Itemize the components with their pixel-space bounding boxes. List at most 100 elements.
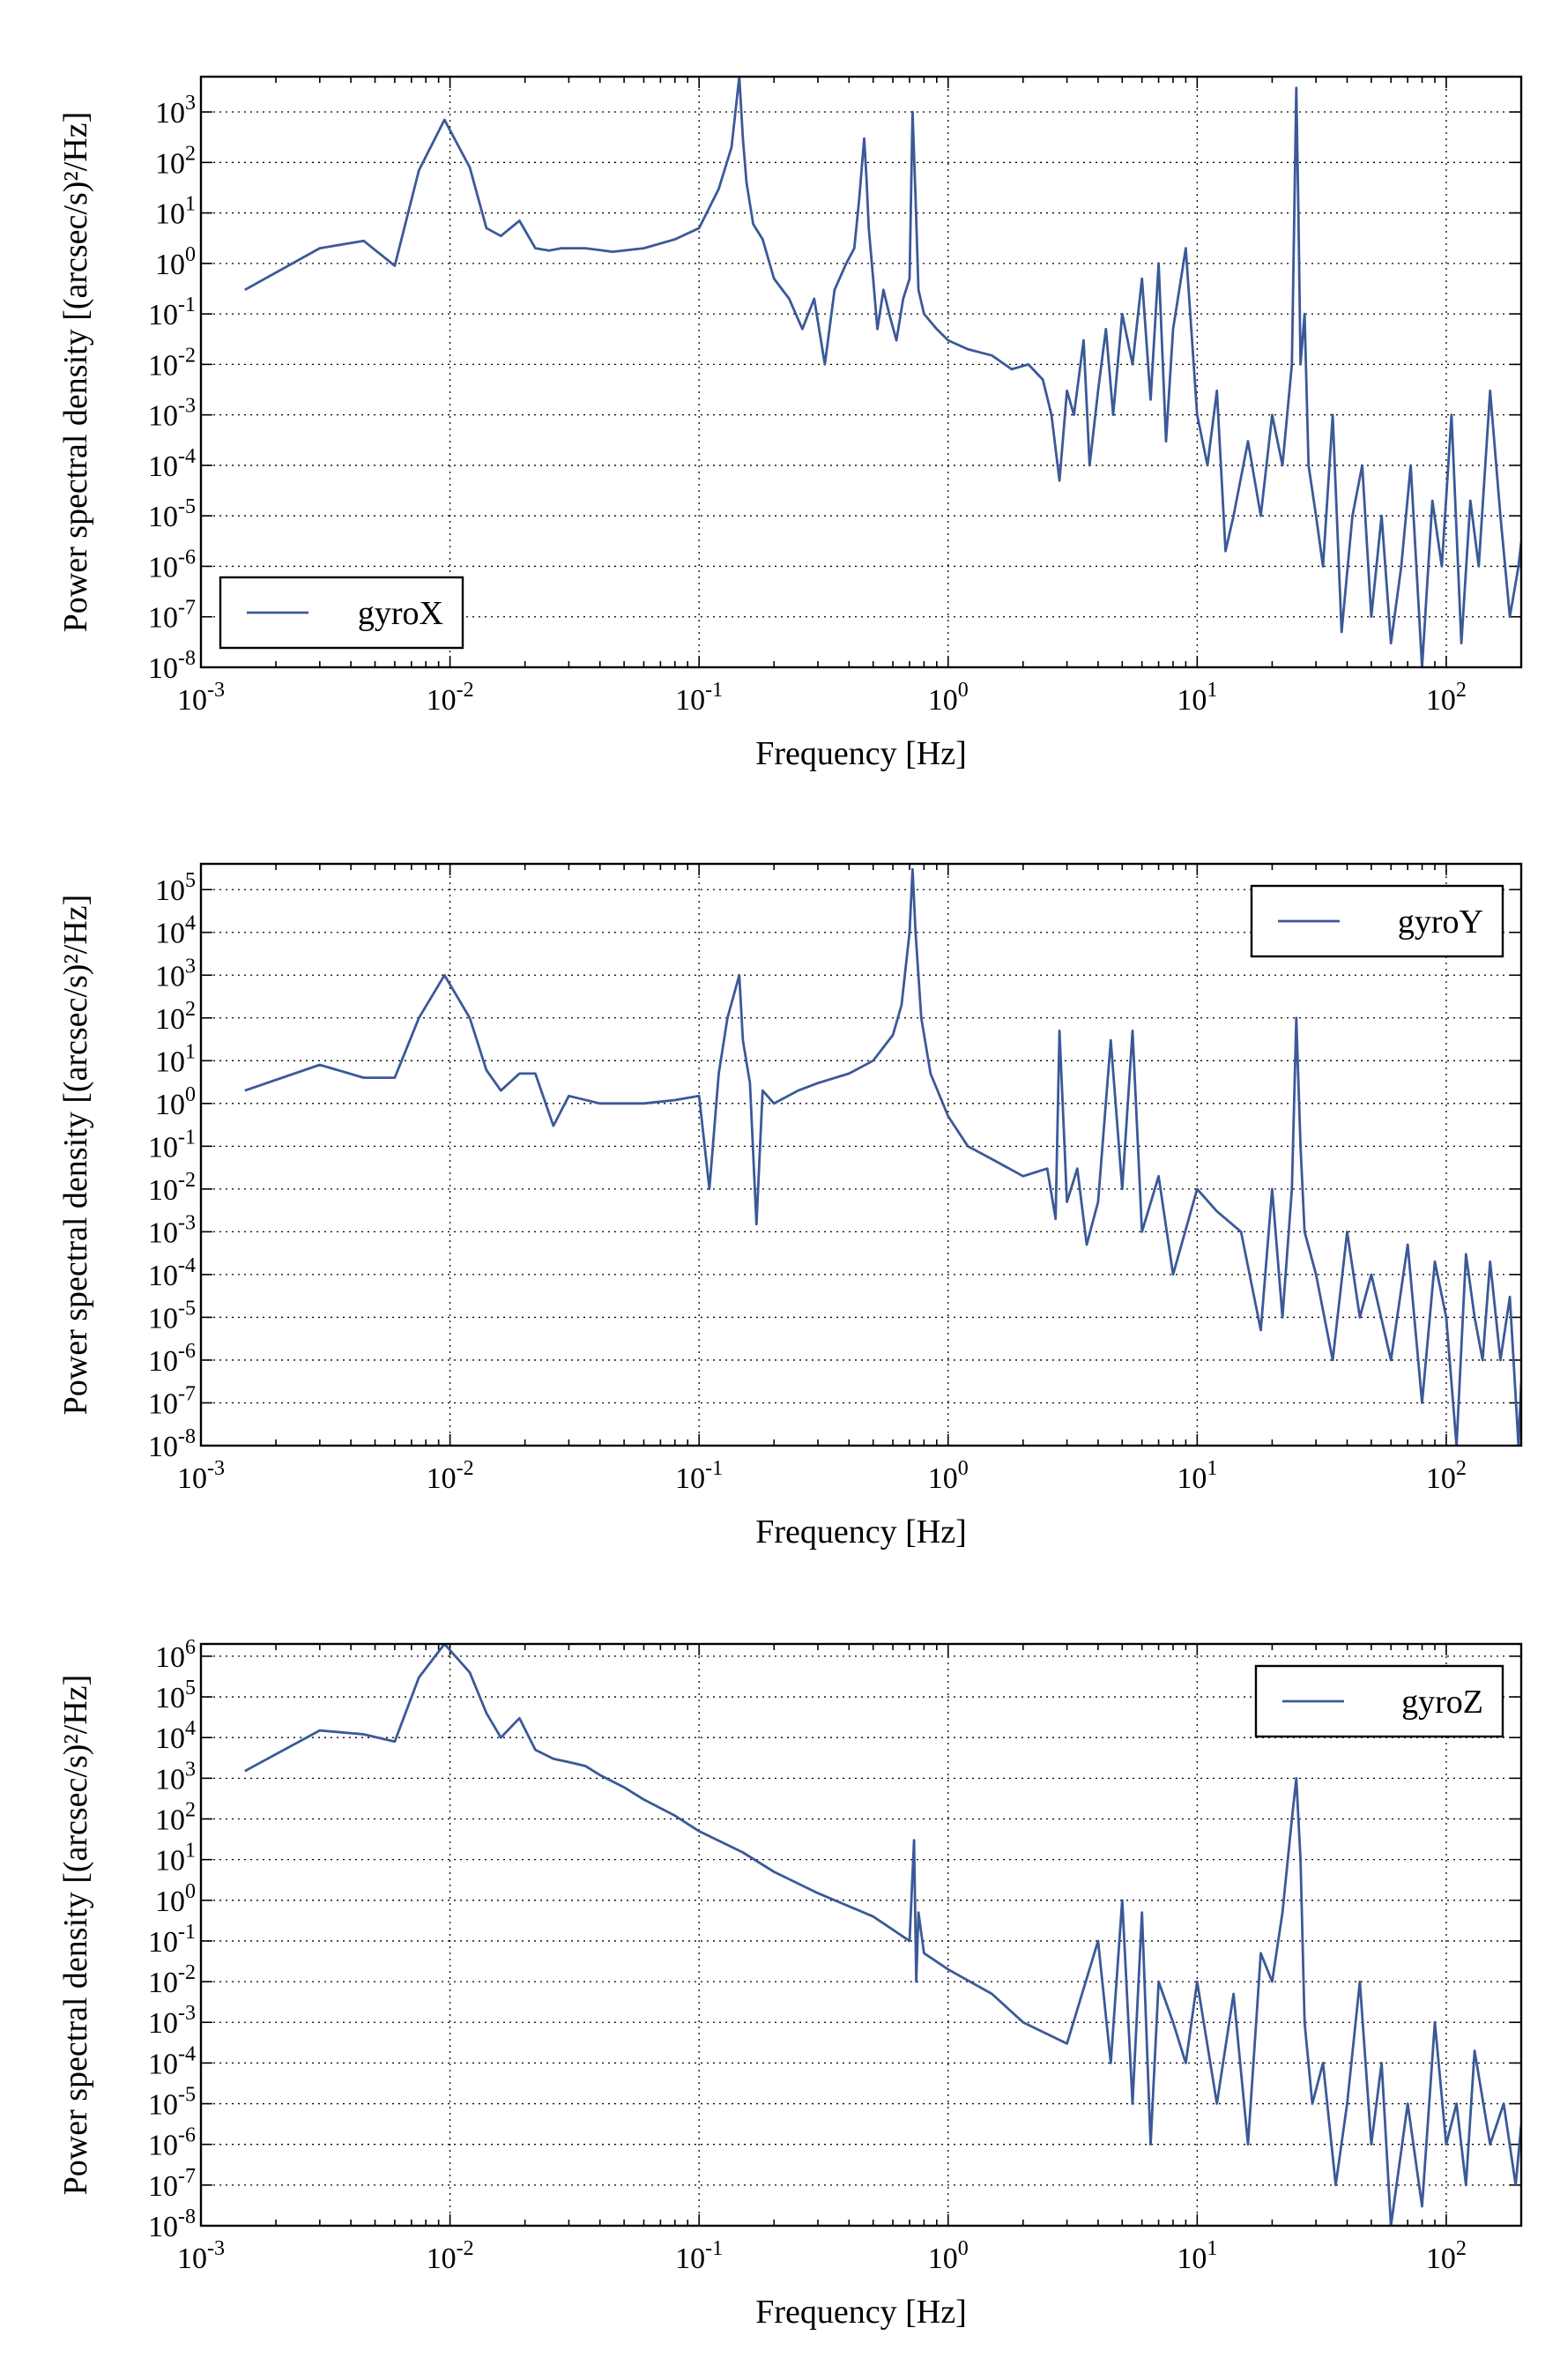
y-tick-label-base: 10: [155, 1641, 185, 1674]
y-tick-label: 10-8: [148, 647, 196, 685]
y-tick-label: 10-6: [148, 2124, 196, 2162]
y-tick-label-base: 10: [155, 1089, 185, 1121]
series-line-gyroz: [244, 1644, 1521, 2226]
y-tick-label-exponent: 0: [185, 243, 196, 266]
x-tick-label: 10-1: [675, 1457, 723, 1495]
y-tick-label-exponent: -8: [178, 1425, 196, 1448]
y-tick-label: 10-4: [148, 1254, 196, 1292]
y-tick-label-base: 10: [148, 1967, 178, 1999]
x-tick-label-base: 10: [1426, 684, 1456, 717]
x-tick-label-exponent: 0: [958, 679, 969, 702]
y-tick-label-base: 10: [155, 198, 185, 231]
y-tick-label: 10-7: [148, 2165, 196, 2203]
legend-label: gyroY: [1398, 904, 1483, 941]
axes-frame: [199, 1642, 1523, 2228]
x-tick-label-exponent: -2: [457, 1457, 474, 1480]
x-tick-label-exponent: 0: [958, 1457, 969, 1480]
y-tick-label-exponent: -3: [178, 2002, 196, 2025]
chart-panel-2: 10-3 10-2 10-1 100 101 10210-810-710-610-510-…: [57, 862, 1523, 1551]
y-tick-label: 10-8: [148, 1425, 196, 1463]
x-axis-label: Frequency [Hz]: [755, 735, 967, 772]
y-tick-label: 10-3: [148, 2002, 196, 2040]
y-tick-label: 10-5: [148, 2084, 196, 2122]
y-tick-label-exponent: -7: [178, 2165, 196, 2188]
x-tick-label-base: 10: [928, 1462, 958, 1495]
y-tick-label: 10-7: [148, 597, 196, 635]
x-tick-label-base: 10: [177, 2242, 207, 2275]
y-tick-label: 10-5: [148, 495, 196, 533]
x-tick-label: 102: [1426, 2237, 1467, 2275]
x-tick-label: 100: [928, 679, 969, 717]
y-tick-label: 10-7: [148, 1382, 196, 1420]
y-tick-label-exponent: -4: [178, 2042, 196, 2065]
y-tick-label: 101: [155, 193, 196, 231]
y-tick-label: 106: [155, 1636, 196, 1674]
y-tick-label-base: 10: [155, 249, 185, 281]
x-tick-label-base: 10: [928, 2242, 958, 2275]
x-tick-label-base: 10: [427, 684, 457, 717]
y-tick-label: 100: [155, 1880, 196, 1918]
x-tick-label-exponent: -3: [207, 1457, 225, 1480]
y-tick-label-exponent: 4: [185, 912, 196, 935]
y-tick-label-exponent: -4: [178, 445, 196, 468]
y-tick-label: 10-4: [148, 445, 196, 483]
y-tick-label-exponent: 1: [185, 193, 196, 216]
x-tick-label-exponent: 2: [1456, 1457, 1467, 1480]
y-tick-label: 10-1: [148, 1921, 196, 1959]
y-tick-label-exponent: -2: [178, 1961, 196, 1984]
y-tick-label-base: 10: [148, 1926, 178, 1959]
y-tick-label-base: 10: [148, 1216, 178, 1249]
x-tick-label-exponent: -3: [207, 679, 225, 702]
y-tick-label-base: 10: [148, 349, 178, 382]
x-tick-label: 101: [1177, 679, 1217, 717]
y-tick-label-base: 10: [148, 551, 178, 584]
legend-label: gyroZ: [1401, 1684, 1483, 1721]
y-tick-label-exponent: 1: [185, 1840, 196, 1863]
y-tick-label-base: 10: [148, 2048, 178, 2080]
y-tick-label-base: 10: [155, 918, 185, 950]
x-tick-label-exponent: 1: [1207, 1457, 1217, 1480]
y-tick-label: 101: [155, 1040, 196, 1078]
y-tick-label: 102: [155, 142, 196, 180]
x-tick-label: 102: [1426, 1457, 1467, 1495]
y-tick-label-exponent: -6: [178, 1340, 196, 1363]
x-tick-label-exponent: -1: [705, 679, 723, 702]
legend-label: gyroX: [358, 595, 443, 632]
y-tick-label-exponent: 0: [185, 1880, 196, 1903]
y-tick-label-base: 10: [148, 1131, 178, 1164]
chart-panel-1: 10-3 10-2 10-1 100 101 10210-810-710-610-510-…: [57, 75, 1523, 772]
y-tick-label-base: 10: [148, 652, 178, 685]
x-tick-label-base: 10: [427, 1462, 457, 1495]
y-axis-label: Power spectral density [(arcsec/s)²/Hz]: [57, 895, 94, 1416]
y-tick-label-exponent: 2: [185, 1798, 196, 1821]
y-tick-label-exponent: 5: [185, 869, 196, 892]
y-tick-label-exponent: -6: [178, 546, 196, 569]
y-tick-label: 10-3: [148, 395, 196, 433]
y-tick-label: 103: [155, 92, 196, 130]
x-tick-label-base: 10: [928, 684, 958, 717]
x-tick-label: 10-3: [177, 1457, 225, 1495]
y-tick-label-base: 10: [148, 2007, 178, 2040]
y-tick-label-base: 10: [155, 1845, 185, 1878]
y-tick-label-base: 10: [148, 2211, 178, 2243]
y-tick-label-exponent: 1: [185, 1040, 196, 1063]
y-tick-label-exponent: 4: [185, 1717, 196, 1740]
y-tick-label-exponent: 5: [185, 1677, 196, 1699]
y-tick-label-exponent: -6: [178, 2124, 196, 2147]
y-tick-label-exponent: -7: [178, 597, 196, 620]
y-tick-label-base: 10: [155, 1682, 185, 1714]
y-tick-label: 103: [155, 1758, 196, 1796]
y-axis-label: Power spectral density [(arcsec/s)²/Hz]: [57, 112, 94, 633]
x-tick-label: 10-2: [427, 1457, 474, 1495]
axes-frame: [199, 75, 1523, 669]
x-tick-label: 101: [1177, 2237, 1217, 2275]
x-tick-label-exponent: -2: [457, 679, 474, 702]
x-tick-label: 101: [1177, 1457, 1217, 1495]
y-tick-label-base: 10: [155, 874, 185, 907]
y-tick-label: 104: [155, 1717, 196, 1755]
y-tick-label-base: 10: [148, 2170, 178, 2203]
x-tick-label-exponent: -3: [207, 2237, 225, 2260]
x-tick-label-exponent: 0: [958, 2237, 969, 2260]
x-axis-label: Frequency [Hz]: [755, 2294, 967, 2331]
